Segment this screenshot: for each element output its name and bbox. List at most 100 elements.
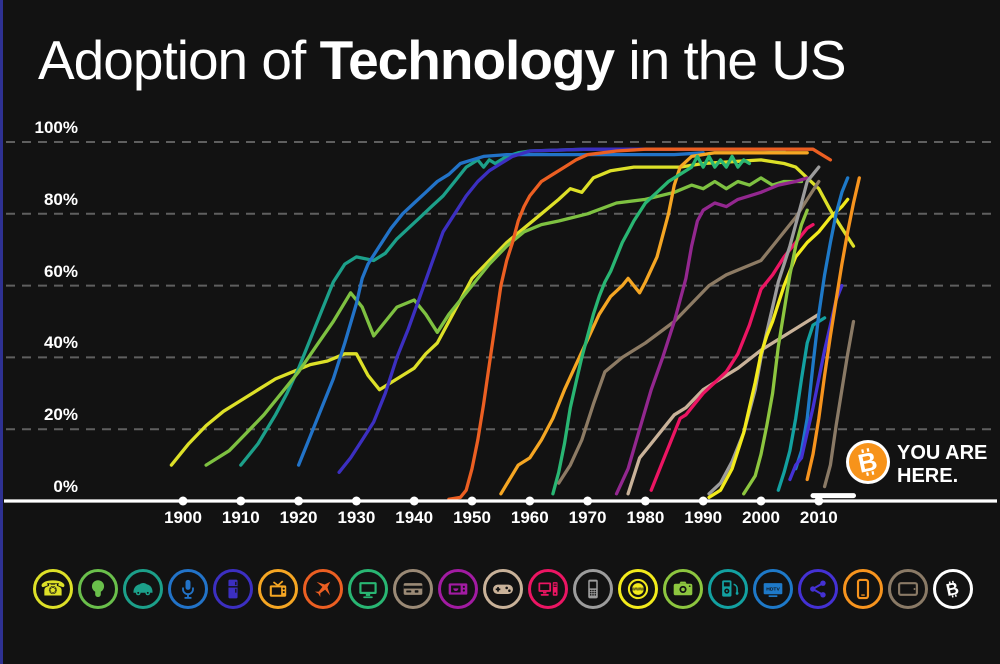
x-axis-label-1950: 1950 [453,508,491,527]
x-axis-tick-dot-2010 [814,496,824,506]
series-line-television [447,147,833,501]
x-axis-label-1930: 1930 [337,508,376,527]
title-emphasis: Technology [319,29,616,91]
x-axis-tick-dot-2000 [756,496,766,506]
automobile-icon [123,569,163,609]
smartphone-icon [843,569,883,609]
microwave-icon [438,569,478,609]
x-axis-label-1920: 1920 [279,508,318,527]
telephone-icon: ☎ [33,569,73,609]
x-axis-label-1910: 1910 [221,508,260,527]
x-axis-tick-dot-1980 [640,496,650,506]
y-axis-label-20: 20% [43,405,78,425]
automobile-glyph [133,583,153,596]
credit-card-icon [393,569,433,609]
svg-text:HDTV: HDTV [766,586,780,592]
svg-text:WWW: WWW [632,587,645,592]
x-axis-tick-dot-1970 [583,496,593,506]
electricity-icon [78,569,118,609]
x-axis-tick-dot-1900 [178,496,188,506]
color-tv-icon [348,569,388,609]
x-axis-tick-dot-1930 [351,496,361,506]
x-axis-label-1980: 1980 [626,508,665,527]
refrigerator-glyph [228,579,238,599]
page-title: Adoption of Technology in the US [38,28,988,92]
you-are-here-label: YOU ARE HERE. [897,442,987,488]
television-icon [258,569,298,609]
smartphone-glyph [856,578,870,600]
television-glyph [269,580,287,597]
computer-glyph [538,582,558,596]
internet-glyph: WWW [627,578,649,600]
x-axis-label-2010: 2010 [799,508,838,527]
radio-icon [168,569,208,609]
svg-text:B: B [944,578,960,600]
series-line-internet [707,197,850,500]
y-axis-label-60: 60% [43,261,78,281]
credit-card-glyph [403,583,423,595]
series-line-air-travel [499,151,809,496]
cellphone-icon [573,569,613,609]
bitcoin-badge-icon: B [846,440,890,484]
y-axis-label-80: 80% [43,189,78,209]
bitcoin-icon: B [933,569,973,609]
digital-camera-icon [663,569,703,609]
x-axis-label-2000: 2000 [742,508,780,527]
hdtv-icon: HDTV [753,569,793,609]
color-tv-glyph [359,582,377,599]
hdtv-glyph: HDTV [763,583,783,598]
series-line-hdtv [794,176,850,471]
air-travel-icon [303,569,343,609]
series-line-microwave [614,176,809,496]
x-axis-tick-dot-1990 [698,496,708,506]
tablet-glyph [898,582,918,596]
video-games-icon [483,569,523,609]
x-axis-label-1970: 1970 [568,508,607,527]
mp3-player-icon [708,569,748,609]
y-axis-label-100: 100% [34,118,78,137]
microwave-glyph [448,583,468,595]
title-suffix: in the US [614,29,846,91]
bitcoin-glyph: B [944,578,960,600]
series-line-electricity [239,147,786,467]
title-prefix: Adoption of [38,29,320,91]
x-axis-label-1990: 1990 [684,508,723,527]
svg-text:☎: ☎ [40,577,66,601]
cellphone-glyph [588,579,598,599]
x-axis-tick-dot-1960 [525,496,535,506]
left-edge-accent [0,0,3,664]
series-line-refrigerator [337,147,694,474]
x-axis-label-1960: 1960 [510,508,549,527]
social-media-icon [798,569,838,609]
series-line-automobile [204,176,804,467]
computer-icon [528,569,568,609]
radio-glyph [182,579,194,599]
x-axis-label-1900: 1900 [164,508,202,527]
refrigerator-icon [213,569,253,609]
x-axis-label-1940: 1940 [395,508,434,527]
series-line-credit-card [557,179,821,485]
series-line-color-tv [551,154,752,496]
series-line-smartphone [805,176,861,482]
series-line-video-games [626,312,821,496]
x-axis-tick-dot-1940 [409,496,419,506]
tablet-icon [888,569,928,609]
air-travel-glyph [314,581,331,598]
series-line-mp3-player [776,316,827,492]
y-axis-label-40: 40% [43,333,78,353]
x-axis-tick-dot-1920 [294,496,304,506]
series-line-tablet [822,319,856,489]
electricity-glyph [91,580,105,598]
x-axis-tick-dot-1910 [236,496,246,506]
y-axis-label-0: 0% [53,477,78,496]
internet-icon: WWW [618,569,658,609]
series-line-digital-camera [742,208,809,496]
you-are-here-line1: YOU ARE [897,442,988,464]
telephone-glyph: ☎ [40,577,66,601]
you-are-here-line2: HERE. [897,465,959,487]
video-games-glyph [493,584,513,594]
social-media-glyph [810,580,826,598]
digital-camera-glyph [673,581,693,596]
